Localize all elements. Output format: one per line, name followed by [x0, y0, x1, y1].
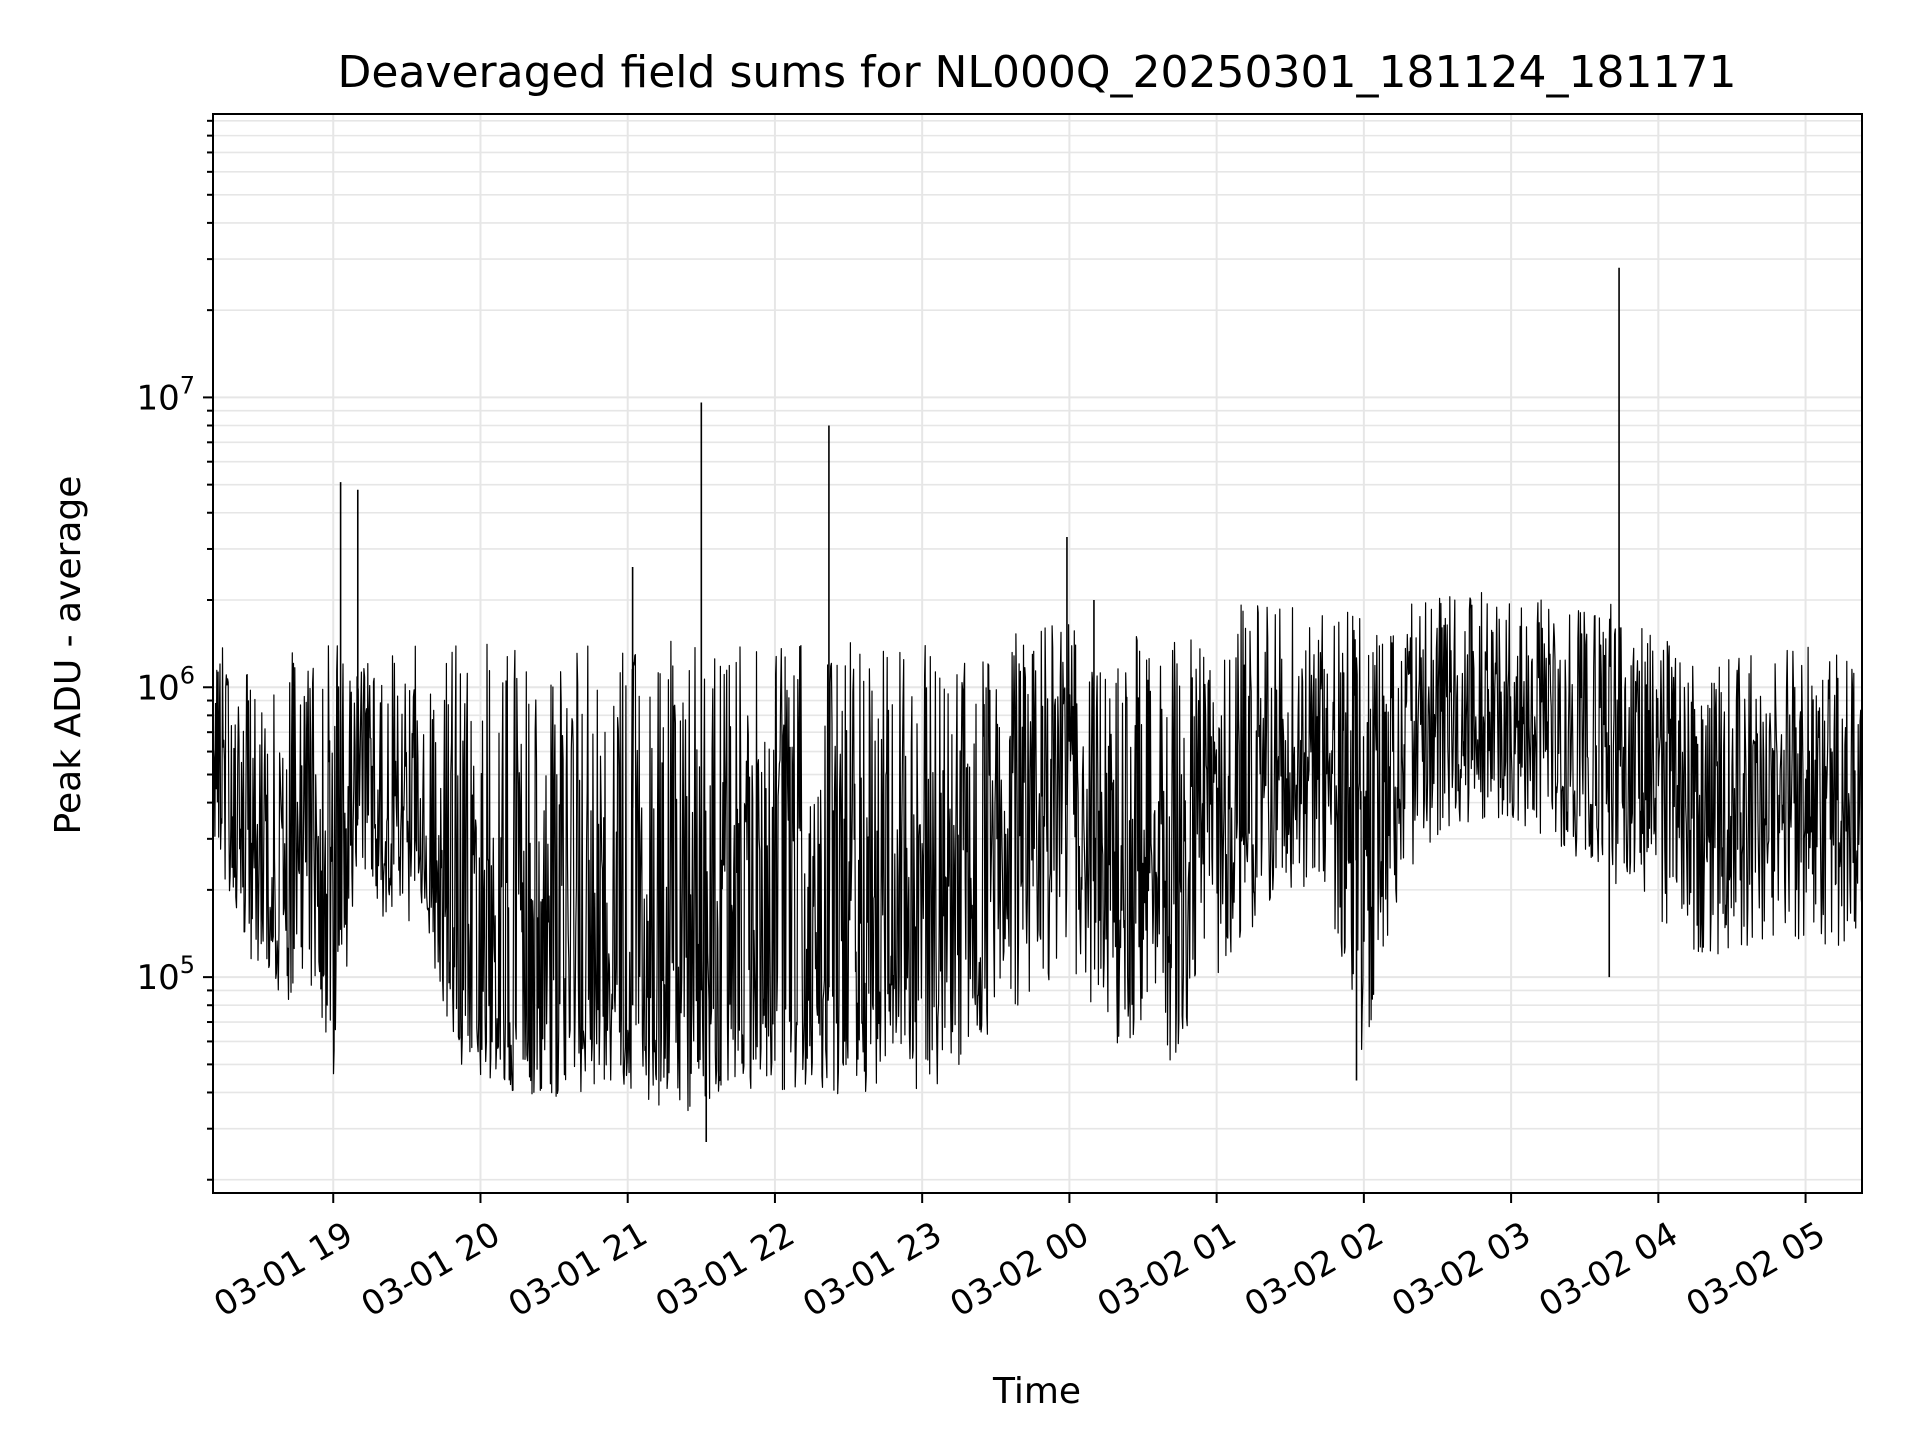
y-axis-label: Peak ADU - average	[48, 476, 89, 835]
plot-area	[212, 267, 1863, 1142]
plot-frame	[212, 113, 1863, 1194]
y-tick-label: 106	[136, 661, 195, 708]
chart-title: Deaveraged field sums for NL000Q_2025030…	[338, 47, 1737, 98]
y-tick-label: 107	[136, 371, 195, 418]
series-line	[212, 592, 1863, 1112]
y-tick-label: 105	[136, 951, 195, 998]
x-axis-label: Time	[992, 1371, 1081, 1412]
y-axis: 105 106 107	[136, 119, 213, 1181]
